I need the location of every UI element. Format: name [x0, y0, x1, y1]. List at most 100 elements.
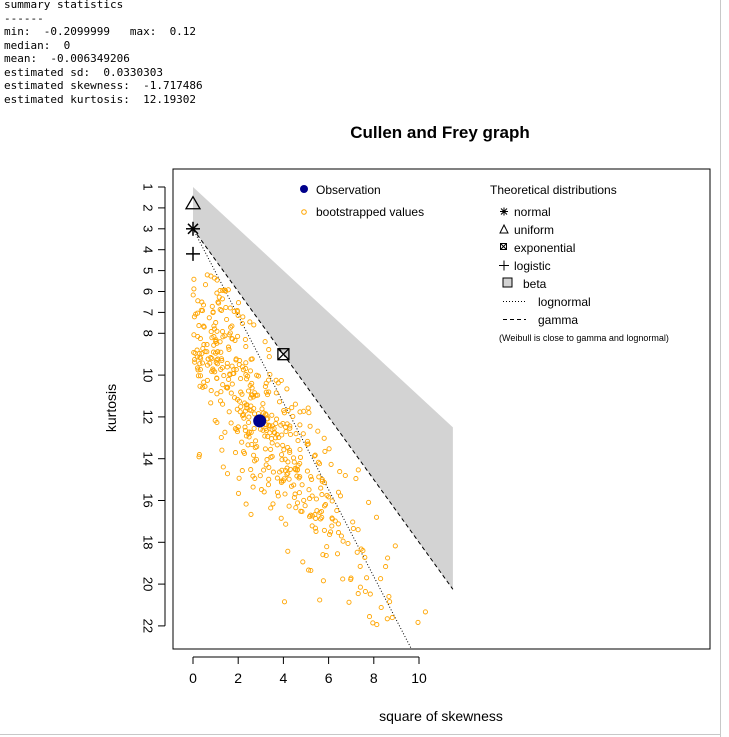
bootstrap-point	[238, 376, 244, 382]
bootstrap-point	[267, 430, 273, 436]
bootstrap-point	[329, 515, 335, 521]
bootstrap-point	[266, 422, 272, 428]
bootstrap-point	[198, 307, 204, 313]
bootstrap-point	[324, 544, 330, 550]
bootstrap-point	[357, 584, 363, 590]
bootstrap-point	[248, 429, 254, 435]
bootstrap-point	[305, 405, 311, 411]
bootstrap-point	[279, 432, 285, 438]
bootstrap-point	[384, 616, 390, 622]
bootstrap-point	[266, 464, 272, 470]
observation-point	[253, 414, 267, 428]
y-tick-label: 7	[141, 309, 156, 316]
bootstrap-point	[219, 447, 225, 453]
bootstrap-point	[282, 491, 288, 497]
bootstrap-point	[366, 499, 372, 505]
bootstrap-point	[200, 384, 206, 390]
bootstrap-point	[228, 324, 234, 330]
bootstrap-point	[208, 388, 214, 394]
x-tick-label: 4	[280, 670, 288, 686]
bootstrap-point	[279, 467, 285, 473]
bootstrap-point	[291, 494, 297, 501]
bootstrap-point	[197, 361, 203, 367]
bootstrap-point	[197, 373, 204, 379]
bootstrap-point	[318, 485, 324, 491]
legend-observation: Observation bootstrapped values	[300, 183, 424, 219]
bootstrap-point	[222, 429, 228, 435]
bootstrap-point	[247, 407, 253, 413]
y-tick-label: 1	[141, 183, 156, 190]
bootstrap-point	[309, 476, 315, 482]
bootstrap-point	[201, 323, 207, 329]
bootstrap-point	[210, 310, 216, 316]
bootstrap-point	[243, 372, 249, 378]
bootstrap-point	[222, 333, 228, 339]
bootstrap-point	[229, 381, 235, 387]
bootstrap-point	[335, 521, 341, 527]
bootstrap-point	[234, 309, 240, 315]
bootstrap-point	[337, 469, 343, 475]
bootstrap-point	[297, 446, 303, 453]
bootstrap-point	[284, 386, 290, 392]
bootstrap-point	[253, 438, 259, 444]
bootstrap-point	[240, 413, 246, 419]
console-line: ------	[4, 11, 44, 25]
bootstrap-point	[246, 414, 252, 420]
bootstrap-point	[270, 501, 276, 507]
bootstrap-point	[300, 559, 306, 565]
bootstrap-point	[355, 467, 361, 473]
bootstrap-point	[342, 472, 348, 479]
bootstrap-point	[291, 459, 297, 465]
bootstrap-point	[262, 339, 268, 345]
x-tick-label: 8	[370, 670, 378, 686]
bootstrap-point	[285, 459, 291, 465]
bootstrap-point	[273, 421, 279, 427]
x-axis-label: square of skewness	[379, 708, 503, 724]
bootstrap-point	[272, 430, 278, 436]
plot-frame	[172, 168, 711, 650]
bootstrap-point	[248, 467, 254, 473]
bootstrap-point	[287, 466, 293, 472]
bootstrap-point	[389, 615, 395, 621]
bootstrap-point	[226, 376, 232, 382]
bootstrap-point	[215, 356, 221, 362]
bootstrap-point	[264, 392, 271, 398]
bootstrap-point	[383, 564, 389, 570]
legend-label-gamma: gamma	[538, 313, 578, 327]
bootstrap-point	[415, 619, 421, 625]
bootstrap-point	[320, 578, 326, 584]
bootstrap-point	[392, 543, 398, 549]
bootstrap-point	[327, 531, 333, 538]
bootstrap-point	[260, 401, 266, 407]
bootstrap-point	[296, 490, 302, 496]
bootstrap-point	[191, 349, 197, 356]
bootstrap-point	[276, 399, 283, 405]
bootstrap-point	[225, 344, 232, 350]
legend-label-logistic: logistic	[514, 259, 551, 273]
bootstrap-point	[297, 422, 303, 428]
bootstrap-point	[246, 429, 252, 435]
bootstrap-point	[247, 368, 254, 374]
bootstrap-point	[229, 323, 235, 329]
bootstrap-point	[307, 514, 313, 520]
bootstrap-point	[263, 462, 269, 468]
bootstrap-point	[233, 367, 239, 373]
bootstrap-point	[243, 344, 249, 350]
bootstrap-point	[250, 473, 256, 479]
bootstrap-point	[218, 349, 224, 355]
bootstrap-point	[274, 475, 280, 481]
bootstrap-point	[286, 476, 292, 482]
bootstrap-point	[218, 389, 224, 395]
bootstrap-point	[319, 477, 325, 483]
bootstrap-point	[239, 320, 245, 327]
bootstrap-point	[246, 434, 252, 440]
uniform-point-marker	[184, 195, 202, 210]
bootstrap-point	[207, 360, 213, 366]
bootstrap-point	[324, 492, 330, 498]
y-tick-label: 18	[141, 535, 156, 549]
y-tick-label: 4	[140, 246, 155, 253]
bootstrap-point	[266, 476, 272, 482]
y-axis-label: kurtosis	[103, 384, 119, 432]
